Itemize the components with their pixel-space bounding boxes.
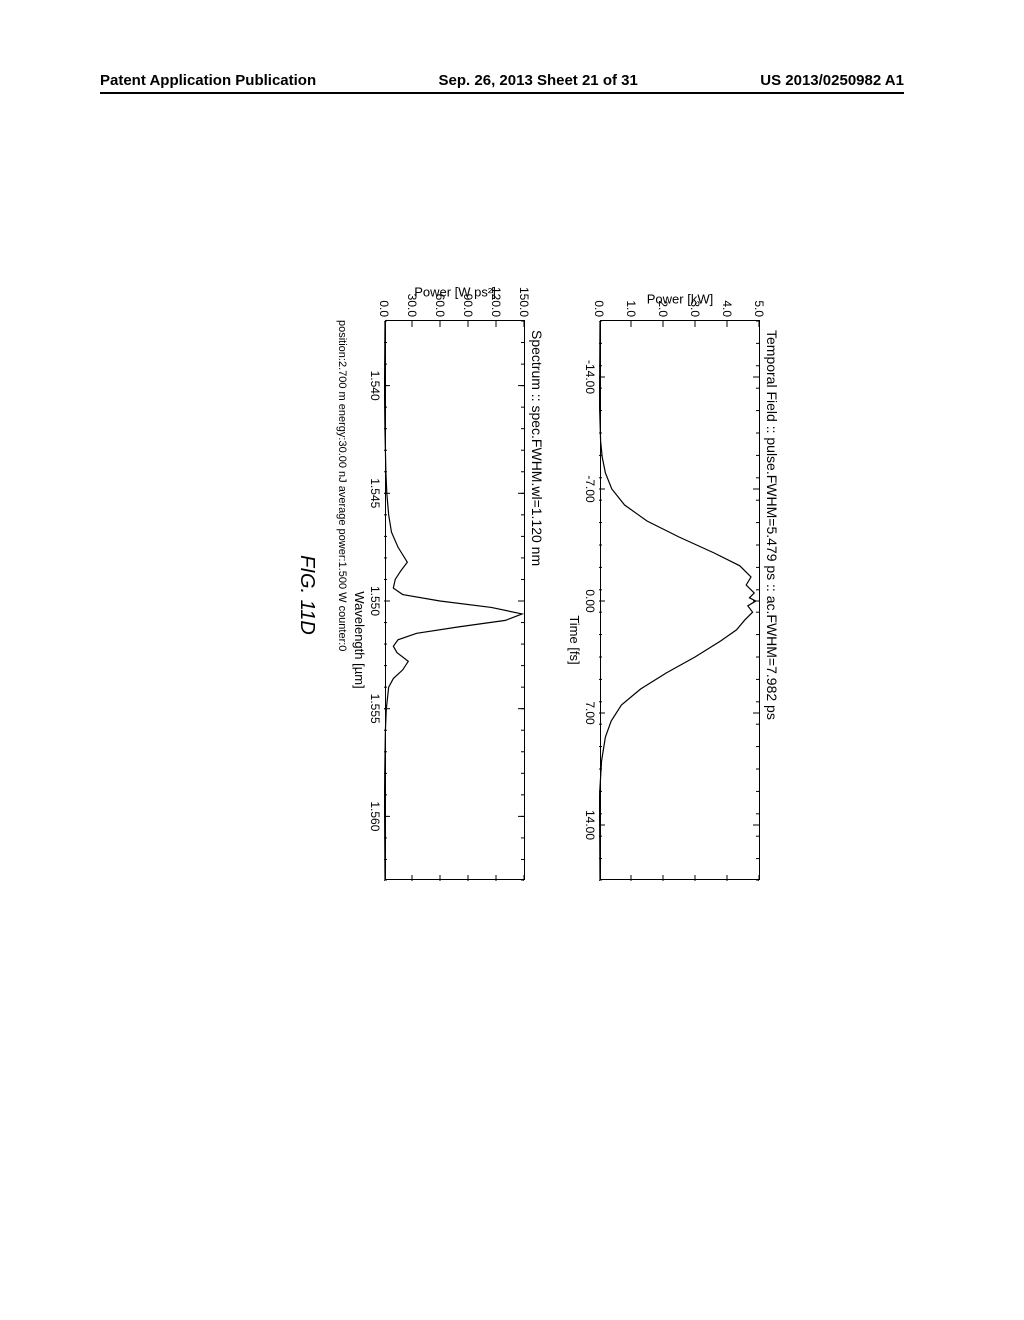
ytick-label: 150.0 — [517, 287, 531, 317]
spectrum-chart: Spectrum :: spec.FWHM.wl=1.120 nm Power … — [352, 320, 545, 960]
chart2-ylabel: Power [W ps²] — [414, 284, 496, 299]
xtick-label: 1.550 — [368, 586, 382, 616]
header-rule — [100, 92, 904, 94]
chart1-xlabel: Time [fs] — [567, 320, 582, 960]
charts-wrap: Temporal Field :: pulse.FWHM=5.479 ps ::… — [280, 230, 780, 960]
ytick-label: 90.0 — [461, 294, 475, 317]
chart1-title: Temporal Field :: pulse.FWHM=5.479 ps ::… — [764, 330, 780, 960]
xtick-label: 14.00 — [583, 810, 597, 840]
ytick-label: 4.0 — [720, 300, 734, 317]
xtick-label: -7.00 — [583, 475, 597, 502]
page-header: Patent Application Publication Sep. 26, … — [0, 72, 1024, 89]
series-line — [599, 321, 756, 881]
xtick-label: 7.00 — [583, 701, 597, 724]
figure-rotated-container: Temporal Field :: pulse.FWHM=5.479 ps ::… — [165, 345, 895, 845]
header-center: Sep. 26, 2013 Sheet 21 of 31 — [439, 72, 638, 89]
header-left: Patent Application Publication — [100, 72, 316, 89]
chart-svg — [384, 321, 524, 881]
xtick-label: -14.00 — [583, 360, 597, 394]
ytick-label: 120.0 — [489, 287, 503, 317]
xtick-label: 1.540 — [368, 371, 382, 401]
figure-label: FIG. 11D — [295, 230, 318, 960]
chart2-plot: Power [W ps²] 0.030.060.090.0120.0150.01… — [385, 320, 525, 880]
series-line — [384, 321, 522, 881]
xtick-label: 1.545 — [368, 478, 382, 508]
footnote: position:2.700 m energy:30.00 nJ average… — [336, 320, 348, 960]
ytick-label: 5.0 — [752, 300, 766, 317]
chart-svg — [599, 321, 759, 881]
chart2-xlabel: Wavelength [µm] — [352, 320, 367, 960]
temporal-field-chart: Temporal Field :: pulse.FWHM=5.479 ps ::… — [567, 320, 780, 960]
ytick-label: 3.0 — [688, 300, 702, 317]
ytick-label: 0.0 — [592, 300, 606, 317]
ytick-label: 60.0 — [433, 294, 447, 317]
ytick-label: 30.0 — [405, 294, 419, 317]
ytick-label: 2.0 — [656, 300, 670, 317]
xtick-label: 1.555 — [368, 694, 382, 724]
chart1-plot: Power [kW] 0.01.02.03.04.05.0-14.00-7.00… — [600, 320, 760, 880]
ytick-label: 1.0 — [624, 300, 638, 317]
chart2-title: Spectrum :: spec.FWHM.wl=1.120 nm — [529, 330, 545, 960]
header-right: US 2013/0250982 A1 — [760, 72, 904, 89]
ytick-label: 0.0 — [377, 300, 391, 317]
xtick-label: 1.560 — [368, 801, 382, 831]
xtick-label: 0.00 — [583, 589, 597, 612]
